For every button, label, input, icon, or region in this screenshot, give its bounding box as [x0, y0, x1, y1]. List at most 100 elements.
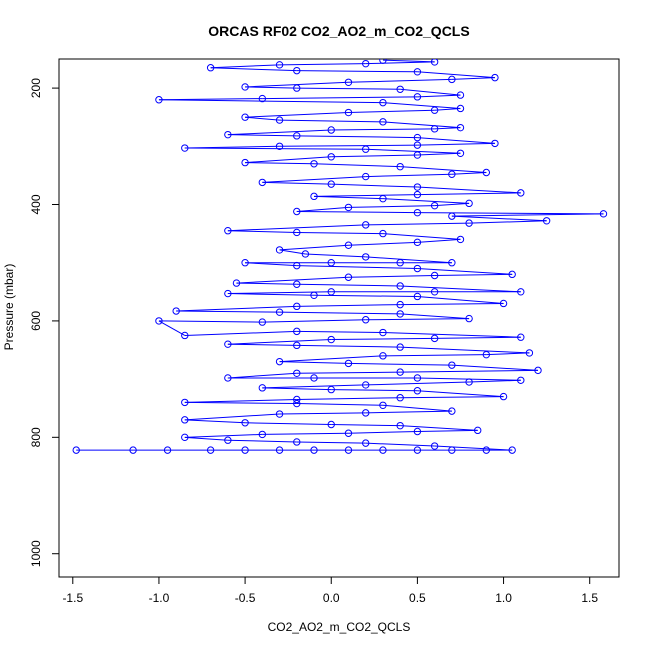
series-line-segment — [434, 273, 513, 277]
data-point — [396, 394, 404, 402]
data-point — [275, 246, 284, 254]
data-point — [517, 189, 525, 197]
data-point — [293, 369, 301, 377]
series-line-segment — [296, 441, 366, 444]
data-point — [275, 446, 284, 454]
data-point — [275, 116, 284, 124]
data-point — [413, 292, 422, 301]
data-point — [344, 273, 353, 281]
data-point — [379, 229, 387, 238]
series-line-segment — [296, 371, 401, 374]
data-point — [491, 73, 499, 82]
x-tick-label: 0.0 — [323, 591, 340, 605]
data-point — [327, 420, 335, 429]
series-line-segment — [348, 241, 418, 246]
series-line-segment — [176, 305, 297, 312]
data-point — [310, 446, 318, 454]
data-point — [293, 341, 301, 350]
data-point — [379, 401, 387, 410]
series-line-segment — [314, 194, 418, 197]
data-point — [293, 261, 301, 270]
series-line-segment — [279, 144, 418, 147]
series-line-segment — [296, 283, 401, 287]
data-point — [181, 398, 189, 407]
x-axis-label: CO2_AO2_m_CO2_QCLS — [268, 620, 411, 634]
series-line-segment — [348, 430, 418, 434]
series-line-segment — [184, 436, 228, 441]
data-point — [413, 133, 422, 142]
series-line-segment — [365, 410, 452, 414]
series-line-segment — [417, 142, 495, 146]
data-point — [430, 106, 439, 114]
series-line-segment — [296, 397, 401, 400]
data-point — [72, 446, 80, 454]
series-line-segment — [400, 302, 504, 306]
data-point — [448, 170, 456, 178]
series-line-segment — [400, 166, 487, 173]
series-line-segment — [245, 422, 332, 426]
data-point — [224, 436, 232, 444]
series-line-segment — [417, 152, 461, 156]
data-point — [413, 190, 422, 199]
series-line-segment — [210, 64, 280, 69]
y-axis-label: Pressure (mbar) — [2, 264, 16, 351]
data-point — [362, 381, 370, 389]
series-line-segment — [279, 355, 383, 363]
x-tick-label: 1.0 — [495, 591, 512, 605]
data-point — [413, 264, 422, 273]
y-tick-label: 600 — [29, 311, 43, 331]
data-point — [465, 378, 473, 386]
series-line-segment — [184, 330, 297, 336]
data-point — [344, 108, 353, 117]
series-line-segment — [176, 310, 280, 313]
data-point — [362, 172, 370, 181]
data-point — [456, 149, 465, 157]
data-point — [508, 446, 516, 454]
data-point — [456, 235, 465, 244]
data-point — [430, 442, 439, 450]
series-line-segment — [451, 364, 539, 371]
series-line-segment — [262, 181, 332, 185]
data-point — [293, 302, 301, 311]
series-line-segment — [296, 70, 418, 73]
series-line-segment — [296, 231, 383, 235]
series-line-segment — [451, 215, 547, 222]
data-point — [396, 343, 404, 351]
data-point — [362, 439, 370, 447]
series-line-segment — [184, 413, 280, 421]
data-point — [499, 299, 508, 308]
data-point — [293, 207, 301, 216]
series-line-segment — [400, 313, 470, 320]
series-line-segment — [417, 71, 495, 79]
data-point — [379, 194, 387, 203]
data-point — [508, 270, 516, 279]
data-point — [224, 130, 232, 139]
data-point — [258, 318, 267, 326]
data-point — [430, 59, 439, 66]
data-point — [327, 259, 335, 267]
series-line-segment — [400, 88, 461, 96]
data-point — [448, 212, 456, 220]
data-point — [293, 228, 301, 237]
data-point — [396, 162, 404, 171]
series-line-segment — [296, 344, 401, 348]
series-line-segment — [382, 233, 461, 240]
data-point — [517, 376, 525, 384]
series-line-segment — [331, 128, 435, 131]
data-point — [293, 280, 301, 288]
chart-title: ORCAS RF02 CO2_AO2_m_CO2_QCLS — [208, 23, 469, 39]
data-point — [275, 142, 284, 151]
series-line-segment — [434, 107, 461, 111]
data-point — [362, 409, 370, 417]
data-layer — [72, 59, 608, 454]
series-line-segment — [227, 343, 297, 346]
series-line-segment — [365, 256, 452, 264]
data-point — [301, 250, 310, 258]
data-point — [517, 288, 525, 296]
series-line-segment — [382, 121, 461, 129]
series-line-segment — [486, 352, 530, 356]
data-point — [474, 426, 482, 435]
series-line-segment — [400, 346, 530, 354]
data-point — [327, 385, 335, 394]
data-point — [396, 421, 404, 430]
